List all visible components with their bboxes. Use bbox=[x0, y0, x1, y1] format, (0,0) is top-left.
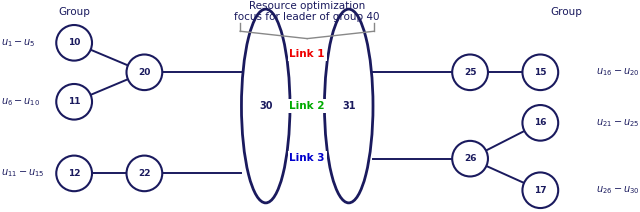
Ellipse shape bbox=[241, 9, 290, 203]
Text: 20: 20 bbox=[138, 68, 150, 77]
Ellipse shape bbox=[56, 25, 92, 61]
Text: 11: 11 bbox=[68, 97, 81, 106]
Text: 22: 22 bbox=[138, 169, 150, 178]
Text: $u_6 - u_{10}$: $u_6 - u_{10}$ bbox=[1, 96, 40, 108]
Text: 10: 10 bbox=[68, 38, 81, 47]
Ellipse shape bbox=[452, 141, 488, 176]
Text: Group: Group bbox=[58, 7, 90, 17]
Text: 25: 25 bbox=[464, 68, 476, 77]
Text: 12: 12 bbox=[68, 169, 81, 178]
Text: $u_{26} - u_{30}$: $u_{26} - u_{30}$ bbox=[596, 184, 639, 196]
Text: Link 2: Link 2 bbox=[289, 101, 325, 111]
Ellipse shape bbox=[127, 156, 163, 191]
Ellipse shape bbox=[452, 54, 488, 90]
Text: $u_{21} - u_{25}$: $u_{21} - u_{25}$ bbox=[596, 117, 639, 129]
Text: Link 1: Link 1 bbox=[289, 49, 325, 59]
Text: 31: 31 bbox=[342, 101, 355, 111]
Text: 30: 30 bbox=[259, 101, 273, 111]
Text: Link 3: Link 3 bbox=[289, 153, 325, 163]
Ellipse shape bbox=[522, 54, 558, 90]
Text: $u_{11} - u_{15}$: $u_{11} - u_{15}$ bbox=[1, 167, 44, 179]
Text: 26: 26 bbox=[464, 154, 476, 163]
Ellipse shape bbox=[522, 172, 558, 208]
Ellipse shape bbox=[56, 156, 92, 191]
Ellipse shape bbox=[127, 54, 163, 90]
Text: 17: 17 bbox=[534, 186, 547, 195]
Text: $u_{16} - u_{20}$: $u_{16} - u_{20}$ bbox=[596, 66, 639, 78]
Text: Group: Group bbox=[550, 7, 582, 17]
Ellipse shape bbox=[324, 9, 373, 203]
Ellipse shape bbox=[522, 105, 558, 141]
Text: 16: 16 bbox=[534, 118, 547, 127]
Ellipse shape bbox=[56, 84, 92, 120]
Text: $u_1 - u_5$: $u_1 - u_5$ bbox=[1, 37, 35, 49]
Text: 15: 15 bbox=[534, 68, 547, 77]
Text: Resource optimization
focus for leader of group 40: Resource optimization focus for leader o… bbox=[234, 1, 380, 22]
